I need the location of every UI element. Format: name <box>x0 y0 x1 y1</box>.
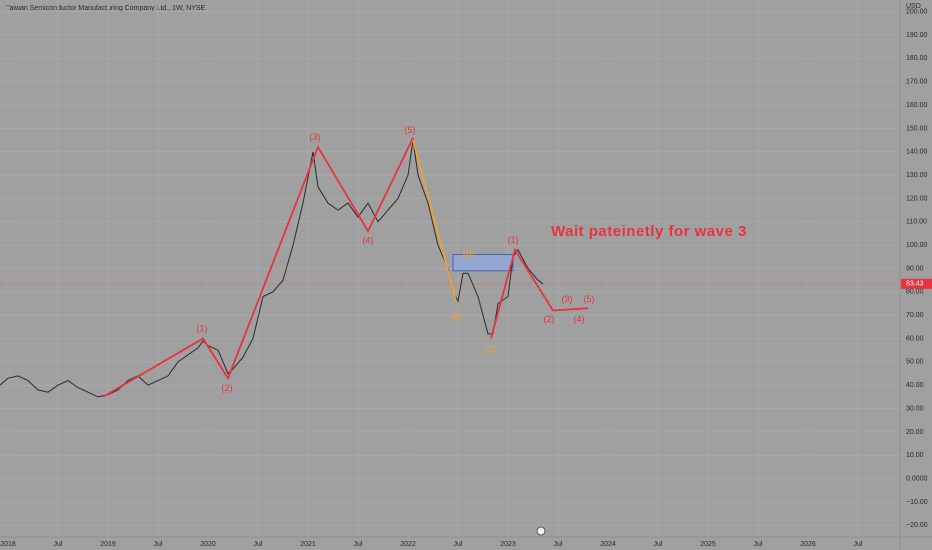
price-label: 83.43 <box>906 281 924 288</box>
x-tick-label: 2018 <box>0 541 16 548</box>
x-tick-label: Jul <box>854 541 863 548</box>
y-tick-label: 150.00 <box>906 125 928 132</box>
wave-label: (4) <box>574 314 585 324</box>
y-tick-label: 0.0000 <box>906 475 928 482</box>
y-tick-label: 170.00 <box>906 79 928 86</box>
y-tick-label: −10.00 <box>906 499 928 506</box>
y-tick-label: 70.00 <box>906 312 924 319</box>
x-tick-label: Jul <box>254 541 263 548</box>
x-tick-label: 2022 <box>400 541 416 548</box>
wave-label: (5) <box>405 125 416 135</box>
y-tick-label: −20.00 <box>906 522 928 529</box>
wave-label: (4) <box>363 236 374 246</box>
wave-line <box>490 247 589 339</box>
wave-label: (B) <box>463 249 475 259</box>
wave-label: (2) <box>222 383 233 393</box>
x-tick-label: 2019 <box>100 541 116 548</box>
x-tick-label: 2020 <box>200 541 216 548</box>
price-tag <box>901 278 932 289</box>
x-tick-label: Jul <box>454 541 463 548</box>
x-tick-label: Jul <box>54 541 63 548</box>
y-tick-label: 60.00 <box>906 335 924 342</box>
wave-label: (1) <box>508 235 519 245</box>
wave-label: (1) <box>197 324 208 334</box>
zone <box>452 254 514 272</box>
x-tick-label: Jul <box>754 541 763 548</box>
wave-label: (3) <box>562 294 573 304</box>
icon[interactable] <box>536 526 546 536</box>
x-tick-label: 2021 <box>300 541 316 548</box>
x-tick-label: Jul <box>654 541 663 548</box>
y-tick-label: 160.00 <box>906 102 928 109</box>
wave-label: (3) <box>310 132 321 142</box>
x-tick-label: 2025 <box>700 541 716 548</box>
y-tick-label: 40.00 <box>906 382 924 389</box>
currency: USD <box>906 3 921 10</box>
wave-label: (A) <box>451 312 463 322</box>
y-tick-label: 120.00 <box>906 195 928 202</box>
wave-label: (2) <box>544 314 555 324</box>
y-tick-label: 90.00 <box>906 265 924 272</box>
chart-title: Taiwan Semiconductor Manufacturing Compa… <box>6 5 206 12</box>
y-tick-label: 20.00 <box>906 429 924 436</box>
y-tick-label: 200.00 <box>906 9 928 16</box>
y-tick-label: 140.00 <box>906 149 928 156</box>
y-tick-label: 10.00 <box>906 452 924 459</box>
x-tick-label: 2024 <box>600 541 616 548</box>
price-line-series <box>0 140 544 398</box>
y-tick-label: 110.00 <box>906 219 927 226</box>
y-tick-label: 180.00 <box>906 55 928 62</box>
x-tick-label: Jul <box>354 541 363 548</box>
wave-label: (C) <box>485 345 498 355</box>
x-tick-label: Jul <box>154 541 163 548</box>
y-tick-label: 190.00 <box>906 32 928 39</box>
y-tick-label: 130.00 <box>906 172 928 179</box>
wave-label: (5) <box>584 294 595 304</box>
wave-line <box>102 137 414 398</box>
y-tick-label: 80.00 <box>906 289 924 296</box>
x-tick-label: 2023 <box>500 541 516 548</box>
annotation: Wait pateinetly for wave 3 <box>551 223 747 240</box>
x-tick-label: Jul <box>554 541 563 548</box>
wave-line <box>412 139 457 302</box>
x-tick-label: 2026 <box>800 541 816 548</box>
y-tick-label: 50.00 <box>906 359 924 366</box>
y-tick-label: 100.00 <box>906 242 928 249</box>
y-tick-label: 30.00 <box>906 405 924 412</box>
